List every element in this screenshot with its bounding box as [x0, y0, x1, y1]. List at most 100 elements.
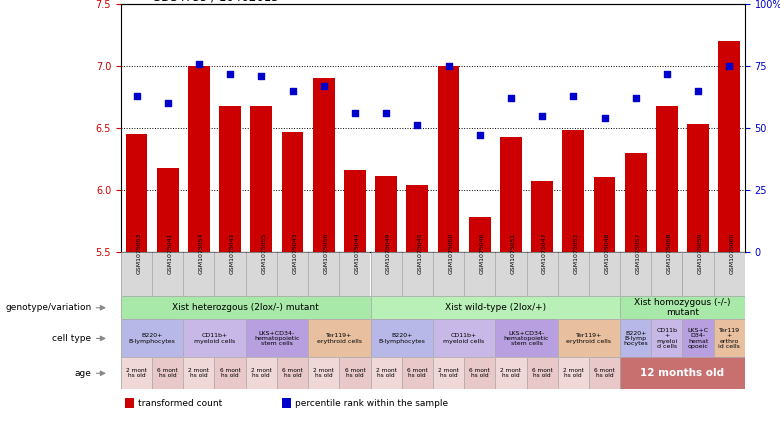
Bar [313, 79, 335, 252]
Point [598, 115, 611, 121]
FancyBboxPatch shape [464, 252, 495, 296]
Text: B220+
B-lymp
hocytes: B220+ B-lymp hocytes [623, 330, 648, 346]
Bar [344, 170, 366, 252]
Text: Ter119+
erythroid cells: Ter119+ erythroid cells [317, 333, 362, 343]
Text: transformed count: transformed count [138, 399, 222, 408]
FancyBboxPatch shape [433, 252, 464, 296]
Text: Xist wild-type (2lox/+): Xist wild-type (2lox/+) [445, 303, 546, 312]
Point [505, 95, 517, 102]
Text: B220+
B-lymphocytes: B220+ B-lymphocytes [378, 333, 425, 343]
Bar [438, 66, 459, 252]
Text: GSM1075055: GSM1075055 [261, 232, 266, 274]
Text: GSM1075046: GSM1075046 [480, 232, 484, 274]
Point [692, 88, 704, 94]
Text: GSM1075060: GSM1075060 [729, 232, 734, 274]
Text: GSM1075042: GSM1075042 [230, 232, 235, 274]
Text: 2 mont
hs old: 2 mont hs old [501, 368, 521, 379]
Bar [531, 181, 553, 252]
Text: GSM1075058: GSM1075058 [667, 232, 672, 274]
Point [536, 112, 548, 119]
Text: 2 mont
hs old: 2 mont hs old [251, 368, 271, 379]
Point [723, 63, 736, 69]
Bar [282, 132, 303, 252]
Bar [718, 41, 740, 252]
FancyBboxPatch shape [714, 252, 745, 296]
Bar [406, 185, 428, 252]
FancyBboxPatch shape [277, 252, 308, 296]
Text: LKS+CD34-
hematopoietic
stem cells: LKS+CD34- hematopoietic stem cells [254, 330, 300, 346]
Text: 2 mont
hs old: 2 mont hs old [563, 368, 583, 379]
Text: Ter119+
erythroid cells: Ter119+ erythroid cells [566, 333, 612, 343]
Bar [594, 178, 615, 252]
FancyBboxPatch shape [526, 252, 558, 296]
Point [567, 92, 580, 99]
Text: GSM1075048: GSM1075048 [604, 232, 609, 274]
Text: B220+
B-lymphocytes: B220+ B-lymphocytes [129, 333, 176, 343]
Text: GDS4755 / 10462613: GDS4755 / 10462613 [152, 0, 278, 3]
Bar [125, 398, 134, 409]
Text: cell type: cell type [52, 334, 91, 343]
Bar [282, 398, 291, 409]
Text: 2 mont
hs old: 2 mont hs old [314, 368, 334, 379]
Text: 12 months old: 12 months old [640, 368, 725, 378]
Text: GSM1075056: GSM1075056 [324, 232, 328, 274]
Point [255, 73, 268, 80]
Point [161, 100, 174, 107]
Point [442, 63, 455, 69]
Bar [219, 106, 241, 252]
Text: GSM1075054: GSM1075054 [199, 232, 204, 274]
Text: 2 mont
hs old: 2 mont hs old [126, 368, 147, 379]
Point [286, 88, 299, 94]
Text: GSM1075057: GSM1075057 [636, 232, 640, 274]
Text: Xist heterozgous (2lox/-) mutant: Xist heterozgous (2lox/-) mutant [172, 303, 319, 312]
Text: GSM1075044: GSM1075044 [355, 232, 360, 274]
Bar [188, 66, 210, 252]
FancyBboxPatch shape [558, 252, 589, 296]
Bar [656, 106, 678, 252]
Point [224, 70, 236, 77]
Text: GSM1075041: GSM1075041 [168, 232, 172, 274]
Point [629, 95, 642, 102]
Bar [625, 153, 647, 252]
Text: LKS+CD34-
hematopoietic
stem cells: LKS+CD34- hematopoietic stem cells [504, 330, 549, 346]
Text: GSM1075045: GSM1075045 [417, 232, 422, 274]
FancyBboxPatch shape [183, 252, 214, 296]
Text: 6 mont
hs old: 6 mont hs old [594, 368, 615, 379]
FancyBboxPatch shape [495, 252, 526, 296]
FancyBboxPatch shape [589, 252, 620, 296]
Bar [562, 130, 584, 252]
Point [317, 82, 330, 89]
FancyBboxPatch shape [308, 252, 339, 296]
FancyBboxPatch shape [402, 252, 433, 296]
Point [380, 110, 392, 116]
Text: 2 mont
hs old: 2 mont hs old [438, 368, 459, 379]
Text: Ter119
+
erthro
id cells: Ter119 + erthro id cells [718, 328, 740, 349]
FancyBboxPatch shape [682, 252, 714, 296]
Text: CD11b+
myeloid cells: CD11b+ myeloid cells [444, 333, 484, 343]
Point [130, 92, 143, 99]
FancyBboxPatch shape [152, 252, 183, 296]
Text: 6 mont
hs old: 6 mont hs old [532, 368, 552, 379]
Text: age: age [74, 369, 91, 378]
Point [349, 110, 361, 116]
Bar [687, 124, 709, 252]
Text: Xist homozygous (-/-)
mutant: Xist homozygous (-/-) mutant [634, 298, 731, 317]
Text: 6 mont
hs old: 6 mont hs old [158, 368, 178, 379]
Text: GSM1075049: GSM1075049 [386, 232, 391, 274]
Bar [375, 176, 397, 252]
Text: CD11b
+
myeloi
d cells: CD11b + myeloi d cells [656, 328, 678, 349]
Bar [157, 168, 179, 252]
Bar [469, 217, 491, 252]
FancyBboxPatch shape [215, 252, 246, 296]
Point [411, 122, 424, 129]
Text: 6 mont
hs old: 6 mont hs old [282, 368, 303, 379]
Text: LKS+C
D34-
hemat
opoeic: LKS+C D34- hemat opoeic [687, 328, 709, 349]
Point [473, 132, 486, 139]
Text: genotype/variation: genotype/variation [5, 303, 91, 312]
Point [661, 70, 673, 77]
FancyBboxPatch shape [651, 252, 682, 296]
Bar [250, 106, 272, 252]
Text: 2 mont
hs old: 2 mont hs old [376, 368, 396, 379]
FancyBboxPatch shape [620, 252, 651, 296]
Text: GSM1075051: GSM1075051 [511, 232, 516, 274]
